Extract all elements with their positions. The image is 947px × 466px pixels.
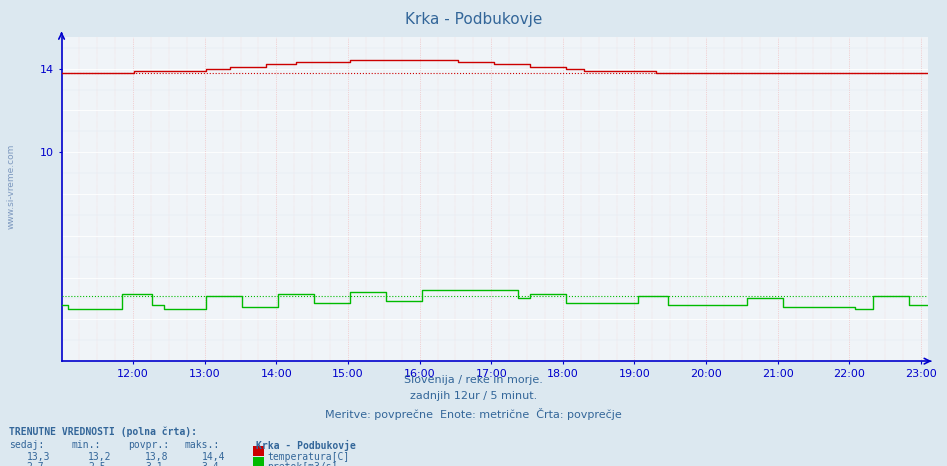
Text: TRENUTNE VREDNOSTI (polna črta):: TRENUTNE VREDNOSTI (polna črta):	[9, 426, 198, 437]
Text: Slovenija / reke in morje.: Slovenija / reke in morje.	[404, 375, 543, 385]
Text: 13,8: 13,8	[145, 452, 169, 462]
Text: Meritve: povprečne  Enote: metrične  Črta: povprečje: Meritve: povprečne Enote: metrične Črta:…	[325, 408, 622, 420]
Text: 3,1: 3,1	[145, 462, 163, 466]
Text: 3,4: 3,4	[202, 462, 220, 466]
Text: zadnjih 12ur / 5 minut.: zadnjih 12ur / 5 minut.	[410, 391, 537, 401]
Text: Krka - Podbukovje: Krka - Podbukovje	[256, 440, 355, 452]
Text: temperatura[C]: temperatura[C]	[267, 452, 349, 462]
Text: povpr.:: povpr.:	[128, 440, 169, 450]
Text: www.si-vreme.com: www.si-vreme.com	[7, 144, 16, 229]
Text: maks.:: maks.:	[185, 440, 220, 450]
Text: 13,3: 13,3	[27, 452, 50, 462]
Text: sedaj:: sedaj:	[9, 440, 45, 450]
Text: min.:: min.:	[71, 440, 100, 450]
Text: pretok[m3/s]: pretok[m3/s]	[267, 462, 337, 466]
Text: 14,4: 14,4	[202, 452, 225, 462]
Text: 2,5: 2,5	[88, 462, 106, 466]
Text: Krka - Podbukovje: Krka - Podbukovje	[404, 12, 543, 27]
Text: 13,2: 13,2	[88, 452, 112, 462]
Text: 2,7: 2,7	[27, 462, 45, 466]
